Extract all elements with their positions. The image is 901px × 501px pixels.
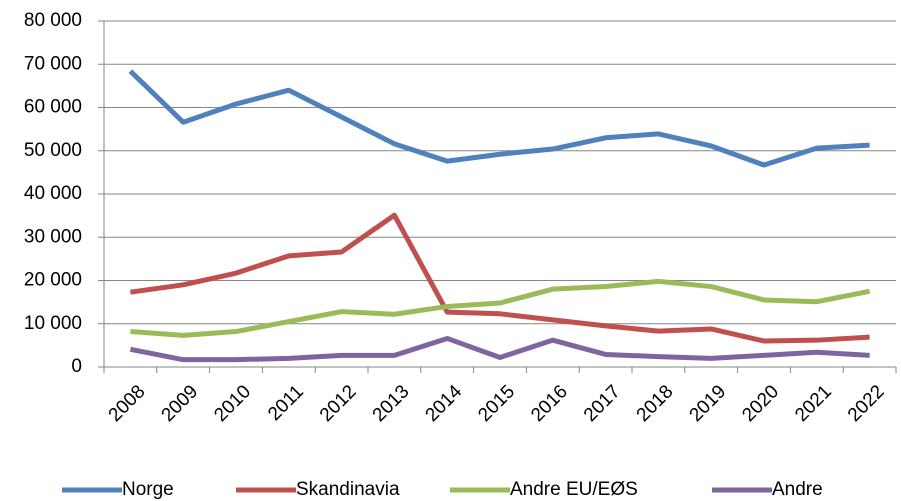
y-tick-label: 10 000 xyxy=(24,313,82,334)
legend-label: Andre xyxy=(772,479,823,500)
line-series xyxy=(130,278,871,338)
x-tick-label: 2022 xyxy=(844,381,889,426)
x-tick-label: 2014 xyxy=(422,381,467,426)
x-tick-label: 2011 xyxy=(264,381,308,425)
x-tick-label: 2021 xyxy=(791,381,836,426)
y-tick-label: 20 000 xyxy=(24,270,82,291)
line-series xyxy=(130,212,870,344)
x-tick-label: 2013 xyxy=(369,381,414,426)
y-tick-label: 0 xyxy=(71,356,82,377)
x-tick-label: 2017 xyxy=(580,381,625,426)
y-tick-label: 60 000 xyxy=(24,97,82,118)
x-tick-label: 2009 xyxy=(158,381,203,426)
y-tick-label: 40 000 xyxy=(24,183,82,204)
legend-label: Skandinavia xyxy=(296,479,400,500)
legend-label: Andre EU/EØS xyxy=(510,479,638,500)
x-tick-label: 2010 xyxy=(210,381,255,426)
x-tick-label: 2019 xyxy=(686,381,731,426)
x-tick-label: 2012 xyxy=(316,381,361,426)
x-tick-label: 2018 xyxy=(633,381,678,426)
legend-label: Norge xyxy=(122,479,174,500)
x-tick-label: 2008 xyxy=(105,381,150,426)
y-tick-label: 70 000 xyxy=(24,53,82,74)
x-tick-label: 2016 xyxy=(527,381,572,426)
y-tick-label: 80 000 xyxy=(24,10,82,31)
y-tick-label: 50 000 xyxy=(24,140,82,161)
line-series xyxy=(128,69,870,168)
x-tick-label: 2020 xyxy=(738,381,783,426)
x-tick-label: 2015 xyxy=(474,381,519,426)
line-series xyxy=(129,335,870,363)
y-tick-label: 30 000 xyxy=(24,226,82,247)
